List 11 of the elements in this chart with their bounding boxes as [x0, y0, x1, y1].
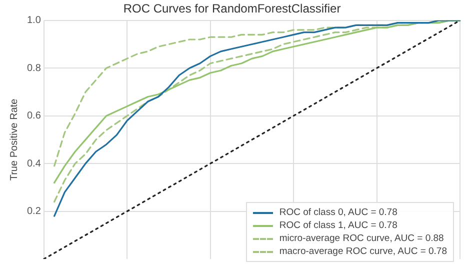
- y-tick-label: 1.0: [26, 15, 42, 26]
- y-tick-label: 0.8: [26, 62, 42, 74]
- legend-label: micro-average ROC curve, AUC = 0.88: [279, 233, 444, 244]
- legend-label: macro-average ROC curve, AUC = 0.78: [279, 246, 447, 257]
- y-tick-label: 0.4: [26, 158, 42, 170]
- y-tick-label: 0.2: [26, 206, 42, 218]
- chart-title: ROC Curves for RandomForestClassifier: [123, 2, 341, 16]
- legend-label: ROC of class 1, AUC = 0.78: [279, 220, 398, 231]
- y-tick-label: 0.6: [26, 110, 42, 122]
- legend-label: ROC of class 0, AUC = 0.78: [279, 207, 398, 218]
- y-axis-title: True Positive Rate: [8, 98, 20, 181]
